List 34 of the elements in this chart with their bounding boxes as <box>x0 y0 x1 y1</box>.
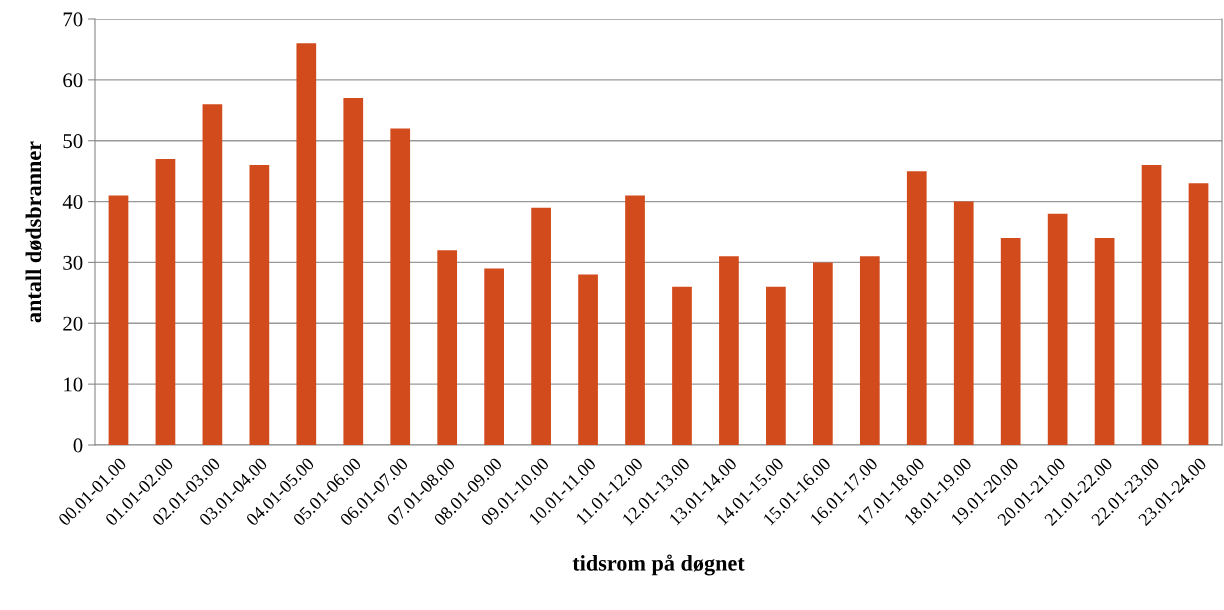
bar <box>953 201 974 445</box>
y-tick-label: 40 <box>62 194 83 209</box>
bar <box>1141 165 1162 445</box>
y-tick-label: 20 <box>63 316 83 331</box>
y-tick-label: 70 <box>63 12 83 27</box>
bar <box>812 262 833 445</box>
bar <box>906 171 927 445</box>
y-axis-title: antall dødsbranner <box>25 141 42 323</box>
x-axis-title: tidsrom på døgnet <box>572 554 745 576</box>
bar <box>108 195 129 445</box>
bar <box>859 256 880 445</box>
bar <box>484 268 505 445</box>
bar <box>155 158 176 445</box>
bar <box>202 104 223 445</box>
y-tick-label: 60 <box>63 73 83 88</box>
y-tick-label: 50 <box>63 134 83 149</box>
bar <box>719 256 739 445</box>
bar <box>1094 238 1115 445</box>
bar <box>1000 238 1021 445</box>
bar <box>249 165 270 445</box>
bar <box>766 286 786 445</box>
bar <box>437 250 458 445</box>
bar <box>343 98 364 445</box>
y-tick-label: 30 <box>63 255 83 270</box>
bar <box>578 274 598 445</box>
bar <box>1188 183 1209 445</box>
y-tick-label: 0 <box>73 438 83 453</box>
bar <box>1047 213 1068 445</box>
y-tick-label: 10 <box>64 377 83 392</box>
bar <box>531 207 551 445</box>
bar <box>296 43 317 445</box>
bar <box>672 286 692 445</box>
bar <box>625 195 645 445</box>
bar <box>390 128 411 445</box>
